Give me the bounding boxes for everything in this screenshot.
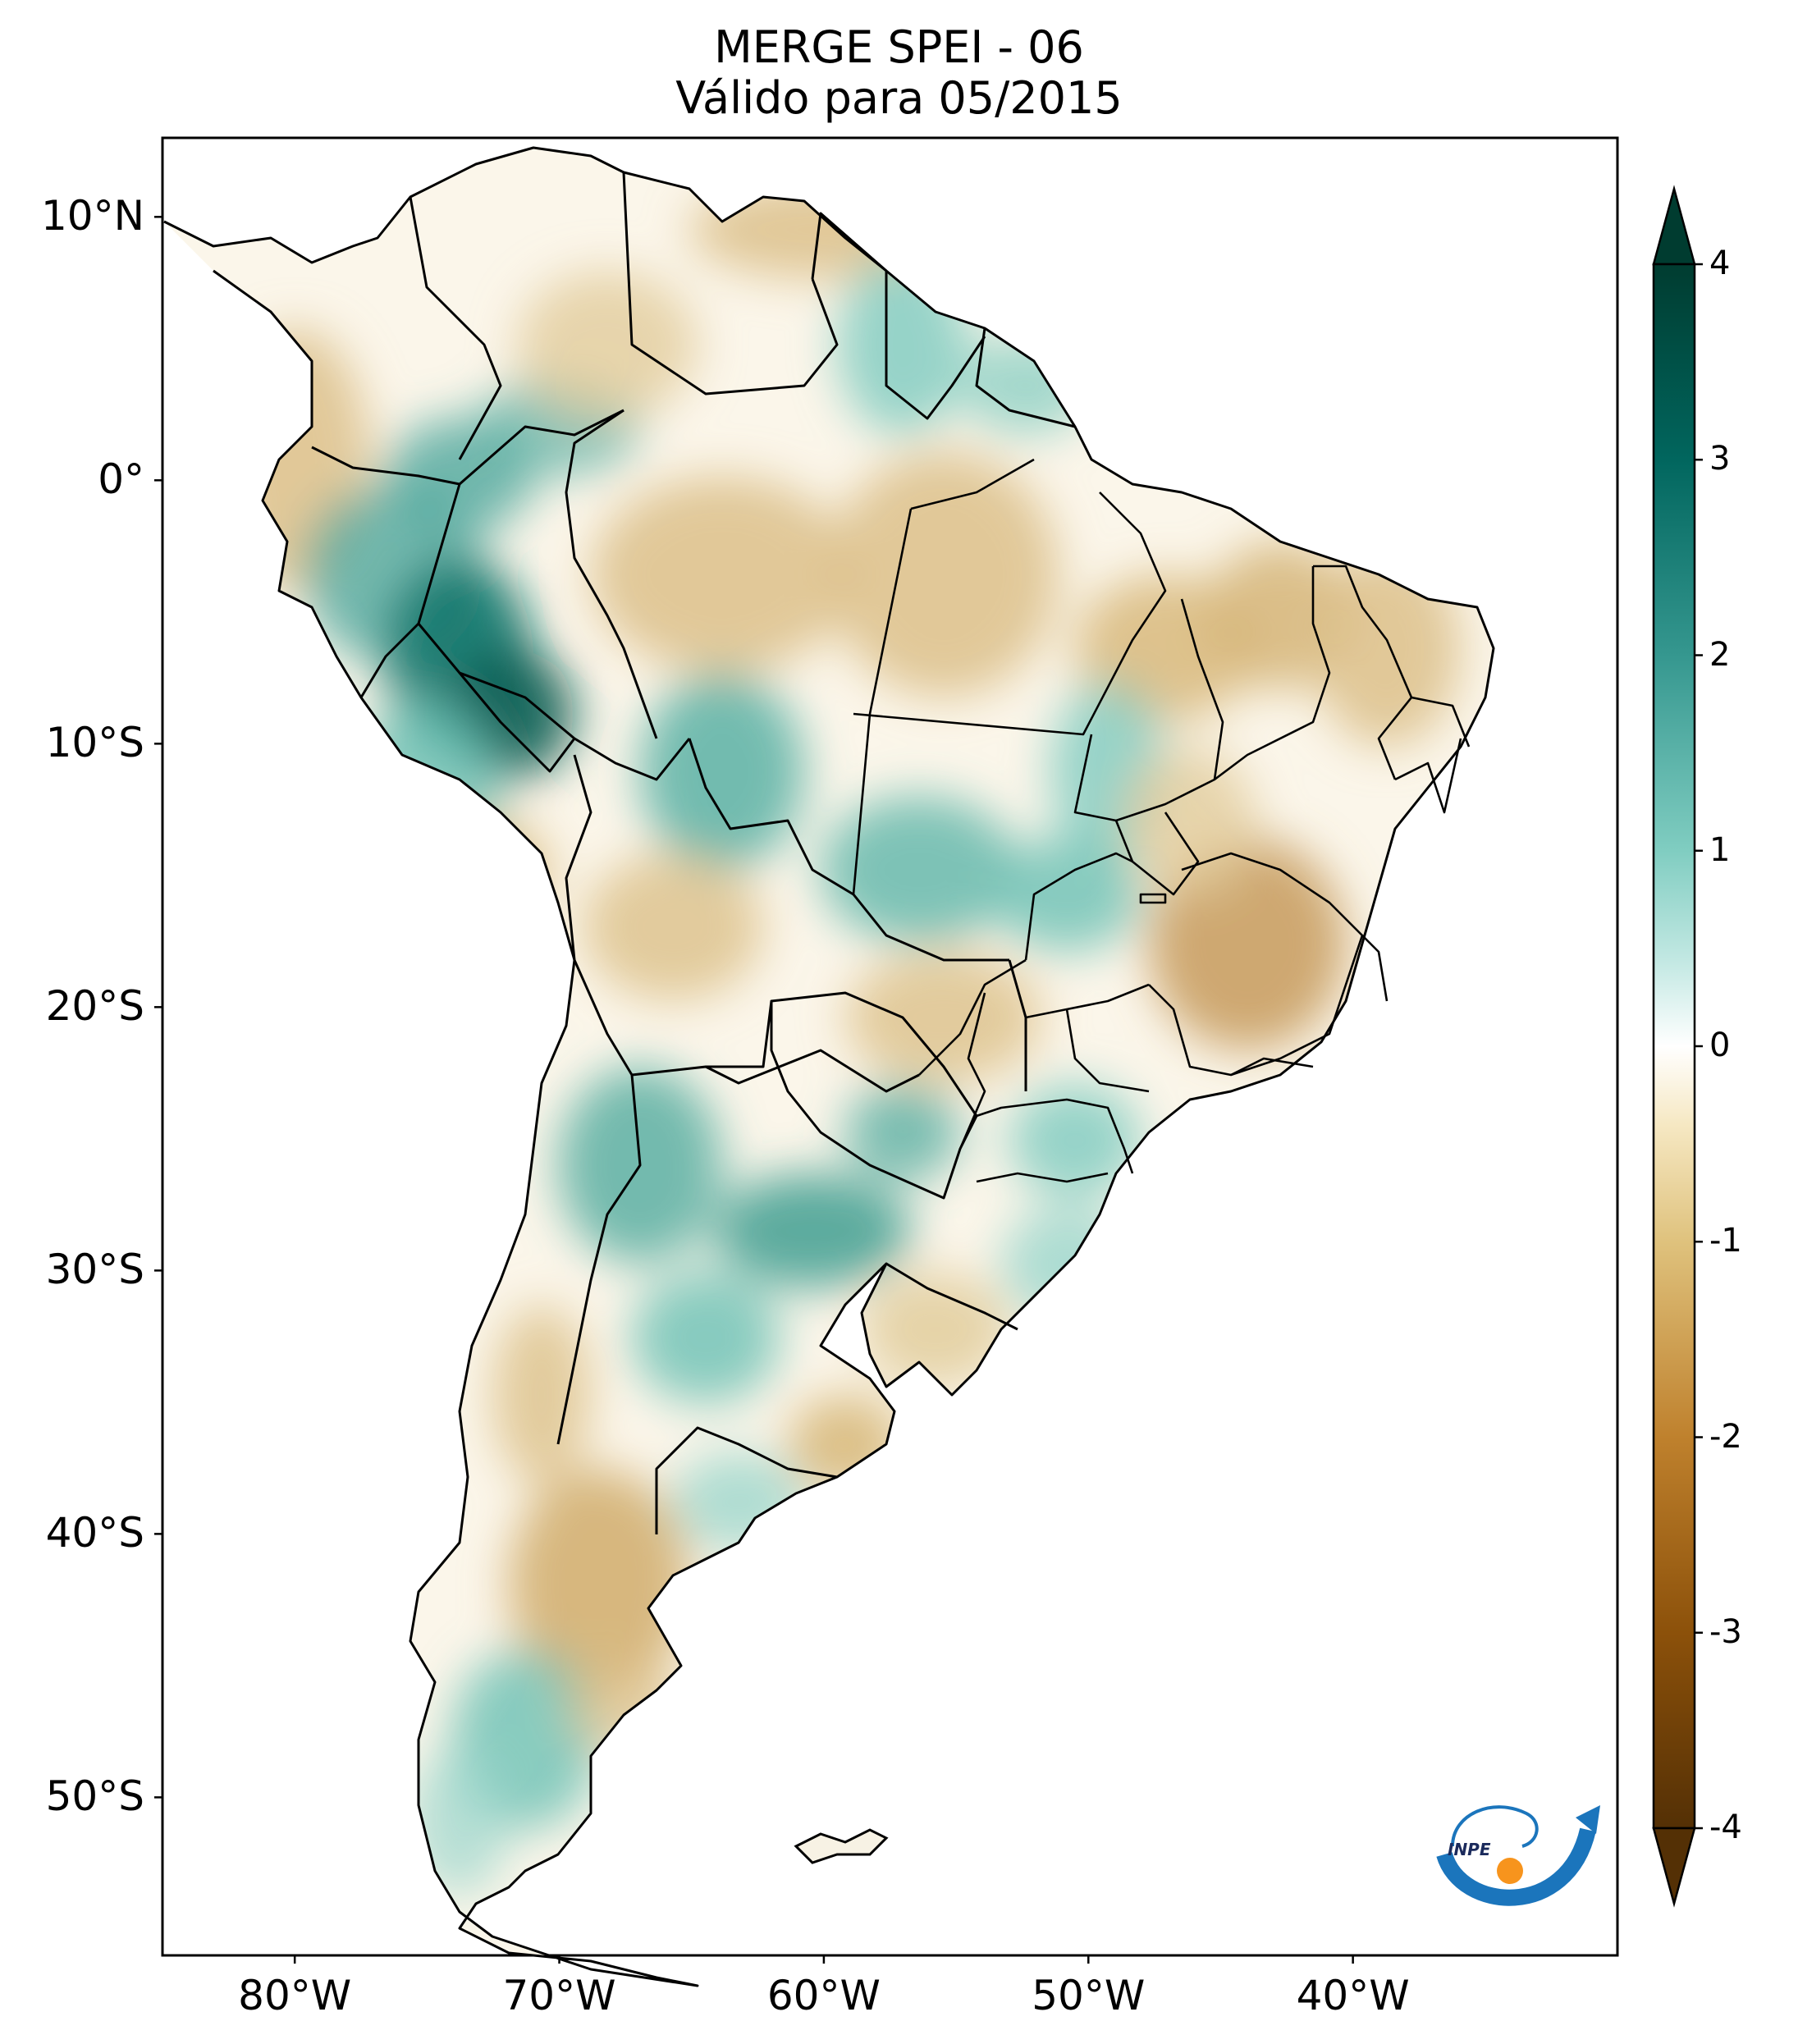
- logo-text: INPE: [1448, 1840, 1491, 1859]
- lon-tick-label-1: 70°W: [502, 1972, 616, 2019]
- colorbar-lower-extension: [1652, 1827, 1696, 1908]
- colorbar-tick-label-6: -2: [1709, 1417, 1742, 1456]
- lat-tick-label-4: 30°S: [45, 1246, 144, 1294]
- colorbar-upper-extension: [1652, 185, 1696, 266]
- latitude-ticks: [154, 216, 162, 1799]
- colorbar-tick-label-1: 3: [1709, 440, 1731, 478]
- lon-tick-label-2: 60°W: [766, 1972, 881, 2019]
- colorbar-tick-label-4: 0: [1709, 1027, 1731, 1064]
- longitude-ticks: [293, 1955, 1354, 1964]
- colorbar-tick-label-5: -1: [1709, 1222, 1742, 1260]
- map-title-line-1: MERGE SPEI - 06: [714, 21, 1084, 73]
- colorbar-ticks: [1695, 263, 1703, 1830]
- islands: [794, 1828, 889, 1864]
- lon-tick-label-3: 50°W: [1032, 1972, 1146, 2019]
- colorbar-tick-label-8: -4: [1709, 1809, 1742, 1846]
- colorbar-tick-label-7: -3: [1709, 1612, 1742, 1651]
- state-borders: [852, 458, 1471, 1183]
- inpe-logo: [1436, 1805, 1600, 1906]
- colorbar-tick-label-3: 1: [1709, 830, 1731, 869]
- lon-tick-label-0: 80°W: [238, 1972, 352, 2019]
- lon-tick-label-4: 40°W: [1296, 1972, 1410, 2019]
- colorbar-body: [1652, 263, 1696, 1830]
- lat-tick-label-2: 10°S: [45, 719, 144, 767]
- lat-tick-label-6: 50°S: [45, 1772, 144, 1821]
- colorbar-tick-label-2: 2: [1709, 635, 1731, 674]
- colorbar-tick-label-0: 4: [1709, 245, 1731, 282]
- colorbar: [1652, 185, 1703, 1908]
- lat-tick-label-3: 20°S: [45, 982, 144, 1031]
- lat-tick-label-0: 10°N: [40, 192, 144, 240]
- lat-tick-label-5: 40°S: [45, 1509, 144, 1557]
- lat-tick-label-1: 0°: [98, 455, 144, 504]
- map-title-line-2: Válido para 05/2015: [675, 72, 1123, 124]
